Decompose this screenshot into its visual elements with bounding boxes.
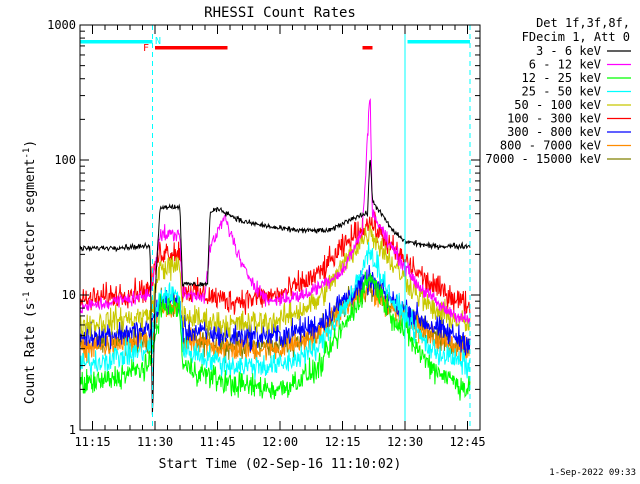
series-line-4 — [80, 241, 471, 380]
attenuator-marker-n: N — [155, 36, 161, 47]
legend-header-line-1: Det 1f,3f,8f, — [536, 16, 630, 30]
svg-text:Count Rate (s-1 detector segme: Count Rate (s-1 detector segment-1) — [22, 140, 38, 404]
night-bar-2 — [407, 40, 470, 44]
y-axis-label-sup1: -1 — [22, 292, 32, 303]
y-axis-label-main: Count Rate (s — [23, 302, 38, 404]
legend-label-1: 3 - 6 keV — [536, 44, 601, 58]
flag-bar-2 — [362, 46, 373, 50]
legend-label-5: 50 - 100 keV — [514, 98, 601, 112]
legend-label-6: 100 - 300 keV — [507, 112, 601, 126]
y-tick-label-2: 10 — [62, 288, 76, 302]
x-tick-label-3: 11:45 — [199, 435, 235, 449]
legend-label-3: 12 - 25 keV — [522, 71, 601, 85]
y-tick-label-4: 1000 — [47, 18, 76, 32]
x-tick-label-4: 12:00 — [262, 435, 298, 449]
legend-label-9: 7000 - 15000 keV — [485, 152, 601, 166]
legend-header-line-2: FDecim 1, Att 0 — [522, 30, 630, 44]
legend-label-7: 300 - 800 keV — [507, 125, 601, 139]
x-tick-label-1: 11:15 — [74, 435, 110, 449]
y-axis-label-end: ) — [23, 140, 38, 148]
x-axis-label: Start Time (02-Sep-16 11:10:02) — [159, 457, 402, 472]
legend-label-4: 25 - 50 keV — [522, 85, 601, 99]
legend-label-8: 800 - 7000 keV — [500, 139, 601, 153]
flag-bar-1 — [155, 46, 228, 50]
axes: 1 10 100 1000 11:15 11:30 11:45 12:00 12:15 12:30… — [47, 18, 485, 449]
attenuator-marker-f: F — [143, 43, 149, 54]
series-group — [80, 97, 471, 415]
chart-title: RHESSI Count Rates — [204, 5, 356, 21]
night-bar-1 — [80, 40, 153, 44]
legend-label-2: 6 - 12 keV — [529, 58, 601, 72]
y-axis-label-sup2: -1 — [22, 148, 32, 159]
y-axis-label: Count Rate (s-1 detector segment-1) — [22, 140, 38, 404]
y-tick-label-1: 1 — [69, 423, 76, 437]
y-axis-label-mid: detector segment — [23, 159, 38, 292]
x-tick-label-7: 12:45 — [449, 435, 485, 449]
x-tick-label-2: 11:30 — [137, 435, 173, 449]
x-tick-label-6: 12:30 — [387, 435, 423, 449]
x-tick-label-5: 12:15 — [324, 435, 360, 449]
y-tick-label-3: 100 — [54, 153, 76, 167]
timestamp: 1-Sep-2022 09:33 — [549, 468, 636, 478]
plot-area: NF — [79, 25, 471, 430]
